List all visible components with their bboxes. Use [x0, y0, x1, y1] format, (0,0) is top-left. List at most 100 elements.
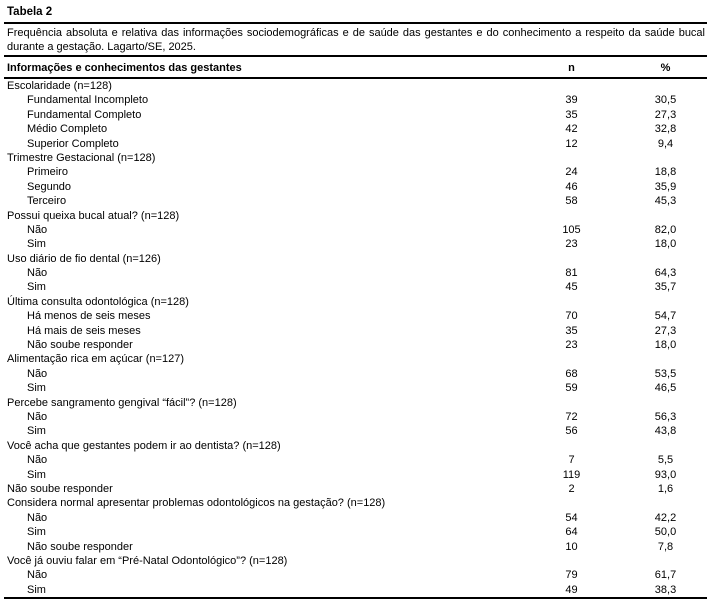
row-n: 56: [565, 425, 578, 438]
row-label: Alimentação rica em açúcar (n=127): [7, 353, 184, 366]
row-label: Terceiro: [27, 195, 67, 208]
row-pct: 27,3: [654, 108, 677, 121]
table-row: Não 68 53,5: [4, 367, 707, 381]
row-n: 49: [565, 583, 578, 596]
row-pct: 35,9: [654, 180, 677, 193]
row-label: Não: [27, 267, 48, 280]
table-row: Fundamental Completo 35 27,3: [4, 108, 707, 122]
row-pct: 32,8: [654, 123, 677, 136]
table-row: Segundo 46 35,9: [4, 180, 707, 194]
table-title: Tabela 2: [7, 6, 53, 18]
row-pct: 56,3: [654, 410, 677, 423]
row-label: Sim: [27, 238, 46, 251]
row-label: Sim: [27, 526, 46, 539]
row-pct: 1,6: [657, 482, 674, 495]
row-label: Sim: [27, 281, 46, 294]
row-n: 23: [565, 339, 578, 352]
table-row: Última consulta odontológica (n=128): [4, 295, 707, 309]
row-pct: 93,0: [654, 468, 677, 481]
table-row: Não soube responder 23 18,0: [4, 338, 707, 352]
row-label: Médio Completo: [27, 123, 108, 136]
row-label: Segundo: [27, 180, 72, 193]
table-row: Superior Completo 12 9,4: [4, 137, 707, 151]
table-row: Há menos de seis meses 70 54,7: [4, 309, 707, 323]
row-label: Fundamental Incompleto: [27, 94, 149, 107]
table-row: Uso diário de fio dental (n=126): [4, 252, 707, 266]
table-row: Fundamental Incompleto 39 30,5: [4, 93, 707, 107]
row-n: 7: [568, 454, 575, 467]
row-label: Há mais de seis meses: [27, 324, 141, 337]
row-n: 46: [565, 180, 578, 193]
rule-above-header: [4, 55, 707, 57]
row-pct: 61,7: [654, 569, 677, 582]
row-n: 54: [565, 511, 578, 524]
rule-below-header: [4, 77, 707, 79]
table-row: Não 81 64,3: [4, 266, 707, 280]
row-n: 23: [565, 238, 578, 251]
table-row: Não soube responder 10 7,8: [4, 540, 707, 554]
row-pct: 9,4: [657, 137, 674, 150]
table-row: Escolaridade (n=128): [4, 79, 707, 93]
table-row: Percebe sangramento gengival “fácil”? (n…: [4, 396, 707, 410]
row-n: 24: [565, 166, 578, 179]
row-pct: 35,7: [654, 281, 677, 294]
table-body: Escolaridade (n=128) Fundamental Incompl…: [4, 79, 707, 597]
row-label: Sim: [27, 468, 46, 481]
row-n: 45: [565, 281, 578, 294]
table-row: Não 105 82,0: [4, 223, 707, 237]
table-row: Trimestre Gestacional (n=128): [4, 151, 707, 165]
row-n: 70: [565, 310, 578, 323]
row-n: 35: [565, 324, 578, 337]
table-row: Sim 45 35,7: [4, 280, 707, 294]
row-label: Não soube responder: [7, 482, 113, 495]
row-pct: 45,3: [654, 195, 677, 208]
row-label: Sim: [27, 382, 46, 395]
table-row: Possui queixa bucal atual? (n=128): [4, 209, 707, 223]
row-pct: 18,0: [654, 339, 677, 352]
row-n: 68: [565, 367, 578, 380]
row-n: 58: [565, 195, 578, 208]
row-label: Fundamental Completo: [27, 108, 142, 121]
row-label: Última consulta odontológica (n=128): [7, 295, 189, 308]
table-row: Considera normal apresentar problemas od…: [4, 496, 707, 510]
header-col-percent: %: [660, 62, 671, 74]
table-row: Não 54 42,2: [4, 511, 707, 525]
row-pct: 30,5: [654, 94, 677, 107]
row-label: Percebe sangramento gengival “fácil”? (n…: [7, 396, 237, 409]
row-label: Escolaridade (n=128): [7, 80, 112, 92]
row-label: Sim: [27, 425, 46, 438]
row-label: Não: [27, 569, 48, 582]
row-pct: 7,8: [657, 540, 674, 553]
row-label: Sim: [27, 583, 46, 596]
row-pct: 27,3: [654, 324, 677, 337]
row-label: Primeiro: [27, 166, 68, 179]
row-pct: 18,0: [654, 238, 677, 251]
row-pct: 53,5: [654, 367, 677, 380]
table-row: Não soube responder 2 1,6: [4, 482, 707, 496]
row-n: 119: [562, 468, 581, 481]
row-label: Não: [27, 511, 48, 524]
row-n: 64: [565, 526, 578, 539]
row-pct: 18,8: [654, 166, 677, 179]
row-label: Não soube responder: [27, 540, 133, 553]
row-n: 12: [565, 137, 578, 150]
table-row: Alimentação rica em açúcar (n=127): [4, 352, 707, 366]
row-pct: 54,7: [654, 310, 677, 323]
table-row: Há mais de seis meses 35 27,3: [4, 324, 707, 338]
header-col-label: Informações e conhecimentos das gestante…: [7, 62, 242, 74]
row-n: 72: [565, 410, 578, 423]
row-label: Uso diário de fio dental (n=126): [7, 252, 161, 265]
table-row: Não 79 61,7: [4, 568, 707, 582]
rule-under-title: [4, 22, 707, 24]
row-n: 105: [562, 223, 581, 236]
row-pct: 43,8: [654, 425, 677, 438]
row-n: 42: [565, 123, 578, 136]
row-label: Não: [27, 410, 48, 423]
row-n: 10: [565, 540, 578, 553]
row-label: Não: [27, 367, 48, 380]
row-pct: 50,0: [654, 526, 677, 539]
header-col-n: n: [568, 62, 575, 74]
row-pct: 5,5: [657, 454, 674, 467]
row-n: 59: [565, 382, 578, 395]
